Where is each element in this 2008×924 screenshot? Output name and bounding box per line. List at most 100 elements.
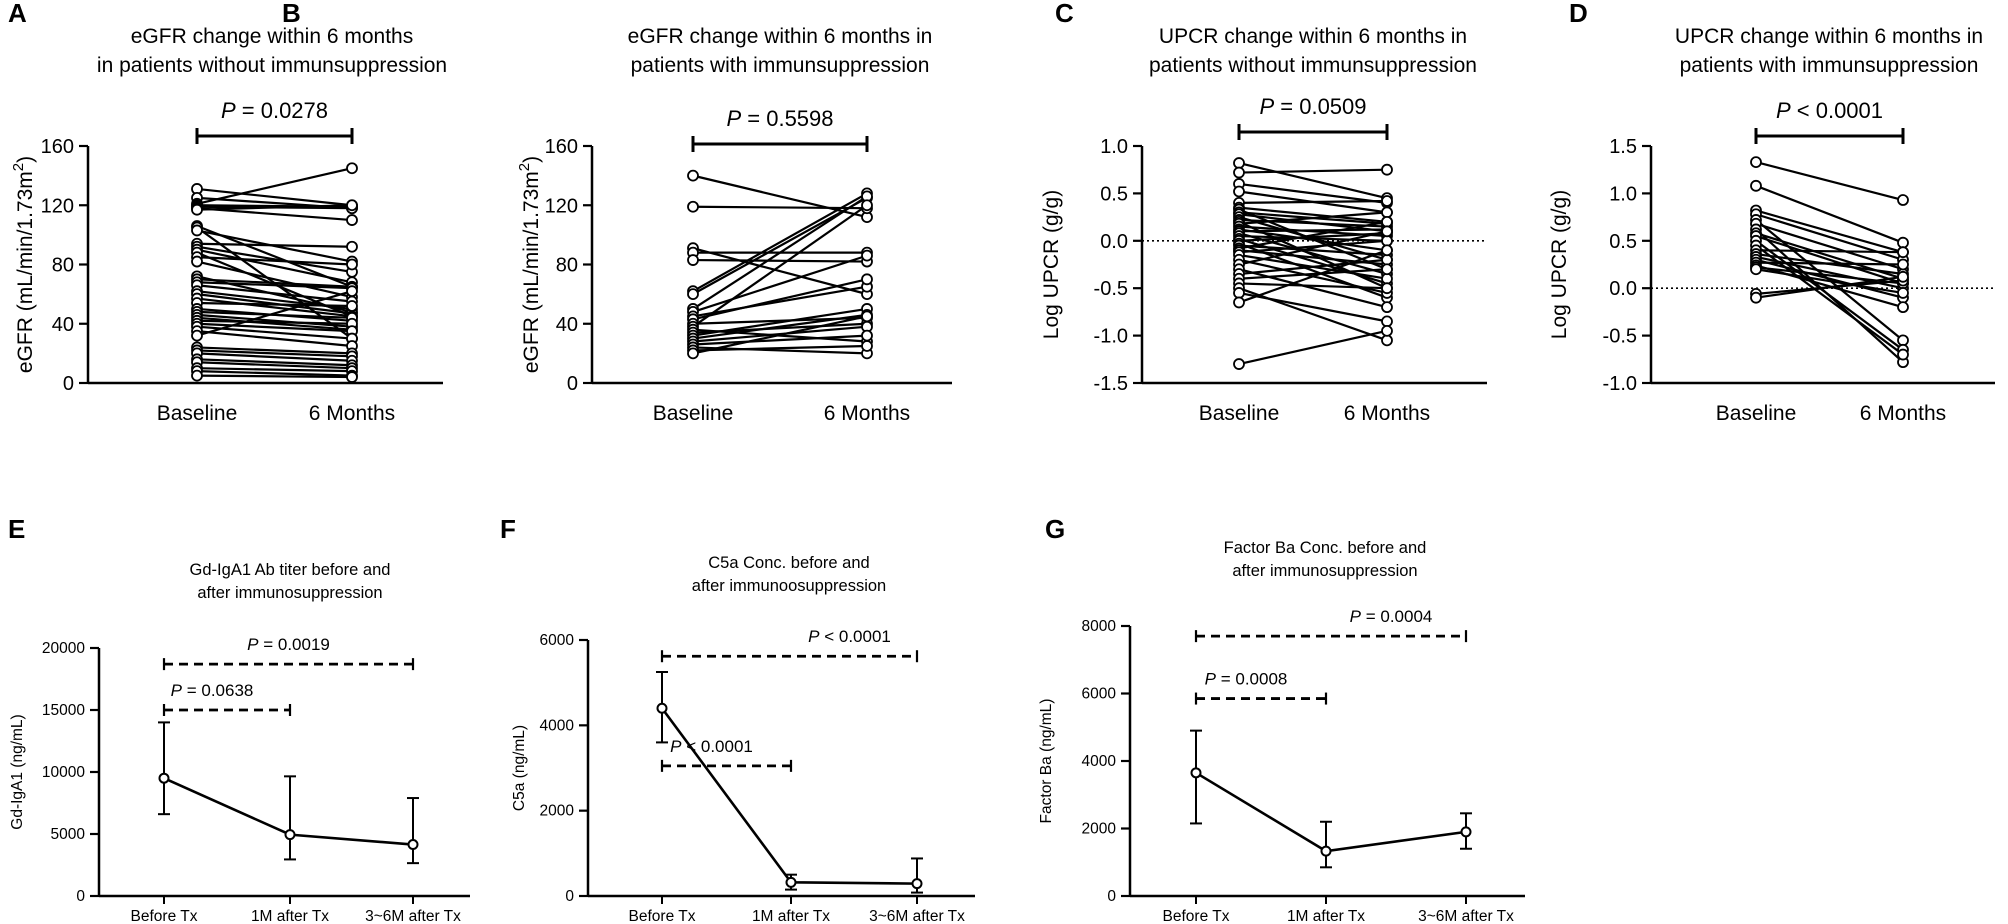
- y-tick-label: 0: [76, 888, 85, 905]
- six-month-point: [1897, 334, 1909, 347]
- x-category-label: Before Tx: [629, 908, 696, 924]
- pair-line: [692, 258, 868, 263]
- pair-line: [692, 334, 868, 346]
- p-value-label-value: = 0.0004: [1361, 607, 1432, 626]
- y-tick-label: 0.0: [1100, 231, 1128, 253]
- baseline-point: [191, 224, 203, 237]
- chart-title-line-2: patients without immunsuppression: [1149, 54, 1477, 77]
- six-month-point: [1897, 301, 1909, 314]
- p-value-label: P = 0.0638: [171, 681, 254, 700]
- panel-g: G Factor Ba Conc. before and after immunos…: [1038, 514, 1525, 924]
- y-tick-label: 0: [63, 373, 74, 395]
- pair-line: [692, 285, 868, 318]
- pair-line: [196, 374, 353, 379]
- chart-title-line-1: Factor Ba Conc. before and: [1224, 539, 1427, 557]
- y-tick-label: 80: [556, 255, 578, 277]
- pair-line: [1755, 275, 1904, 299]
- x-category-label: Baseline: [1199, 402, 1280, 425]
- p-value-label-italic-p: P: [1205, 670, 1217, 689]
- pair-line: [1755, 249, 1904, 254]
- panel-letter-a: A: [8, 0, 27, 28]
- y-tick-label: 4000: [540, 717, 575, 734]
- pair-line: [692, 278, 868, 321]
- pair-line: [1238, 161, 1388, 200]
- pair-line: [1755, 268, 1904, 295]
- y-axis-label-superscript: 2: [516, 163, 533, 171]
- p-value-label: P = 0.0008: [1205, 670, 1288, 689]
- six-month-point: [861, 310, 873, 323]
- p-value-label-italic-p: P: [670, 737, 682, 756]
- baseline-point: [687, 169, 699, 182]
- six-month-point: [1381, 195, 1393, 207]
- pair-line: [196, 370, 353, 377]
- six-month-point: [1381, 253, 1393, 266]
- chart-title-line-2: after immunosuppression: [197, 584, 382, 602]
- pair-line: [196, 346, 353, 355]
- pair-line: [196, 242, 353, 248]
- y-tick-label: 120: [545, 195, 578, 217]
- y-axis-label-superscript: 2: [10, 163, 27, 171]
- x-category-label: 1M after Tx: [752, 908, 830, 924]
- six-month-point: [346, 214, 358, 226]
- chart-title-line-1: UPCR change within 6 months in: [1159, 25, 1467, 48]
- six-month-point: [861, 273, 873, 286]
- pair-line: [1238, 258, 1388, 276]
- chart-title-line-1: Gd-IgA1 Ab titer before and: [190, 561, 391, 579]
- baseline-point: [1750, 263, 1762, 276]
- pair-line: [1238, 211, 1388, 225]
- x-category-label: Baseline: [1716, 402, 1797, 425]
- x-category-label: 3~6M after Tx: [869, 908, 965, 924]
- y-tick-label: -0.5: [1603, 326, 1637, 348]
- pair-line: [196, 358, 353, 367]
- pair-line: [692, 254, 868, 313]
- panel-letter-c: C: [1055, 0, 1074, 28]
- chart-title-line-2: after immunoosuppression: [692, 577, 886, 595]
- p-value-label: P = 0.5598: [726, 106, 833, 131]
- p-value-label: P = 0.0004: [1350, 607, 1433, 626]
- pair-line: [1238, 199, 1388, 204]
- six-month-point: [861, 199, 873, 212]
- six-month-point: [1381, 225, 1393, 238]
- y-tick-label: 8000: [1082, 618, 1117, 635]
- six-month-point: [1381, 301, 1393, 314]
- pair-line: [196, 167, 353, 205]
- pair-line: [692, 192, 868, 293]
- y-axis-label: Log UPCR (g/g): [1040, 190, 1063, 339]
- y-tick-label: 80: [52, 255, 74, 277]
- p-value-label-italic-p: P: [808, 627, 820, 646]
- p-value-label-value: = 0.5598: [741, 106, 833, 131]
- y-axis-label: eGFR (mL/min/1.73m2): [10, 156, 37, 373]
- pair-line: [1755, 209, 1904, 254]
- baseline-point: [687, 347, 699, 360]
- p-value-label-italic-p: P: [171, 681, 183, 700]
- p-value-label-value: = 0.0008: [1216, 670, 1287, 689]
- y-tick-label: 1.5: [1609, 136, 1637, 158]
- pair-line: [1238, 182, 1388, 204]
- six-month-point: [346, 300, 358, 312]
- y-axis-label-end: ): [14, 156, 37, 163]
- x-category-label: 3~6M after Tx: [365, 908, 461, 924]
- pair-line: [196, 367, 353, 373]
- six-month-point: [1897, 270, 1909, 283]
- y-tick-label: 5000: [51, 826, 86, 843]
- x-category-label: Before Tx: [1163, 908, 1230, 924]
- six-month-point: [1381, 272, 1393, 285]
- panel-letter-b: B: [282, 0, 301, 28]
- pair-line: [1238, 249, 1388, 304]
- six-month-point: [1897, 348, 1909, 361]
- y-tick-label: 120: [41, 195, 74, 217]
- p-value-label-italic-p: P: [1776, 98, 1791, 123]
- x-category-label: 6 Months: [309, 402, 395, 425]
- pair-line: [692, 315, 868, 355]
- panel-letter-f: F: [500, 514, 516, 544]
- six-month-point: [861, 329, 873, 342]
- six-month-point: [861, 249, 873, 262]
- y-tick-label: 20000: [42, 640, 85, 657]
- p-value-label-value: < 0.0001: [681, 737, 752, 756]
- y-tick-label: 1.0: [1609, 183, 1637, 205]
- baseline-point: [687, 254, 699, 266]
- six-month-point: [1381, 334, 1393, 347]
- mean-point: [1460, 826, 1472, 838]
- six-month-point: [1381, 215, 1393, 228]
- chart-title-line-2: patients with immunsuppression: [1680, 54, 1979, 77]
